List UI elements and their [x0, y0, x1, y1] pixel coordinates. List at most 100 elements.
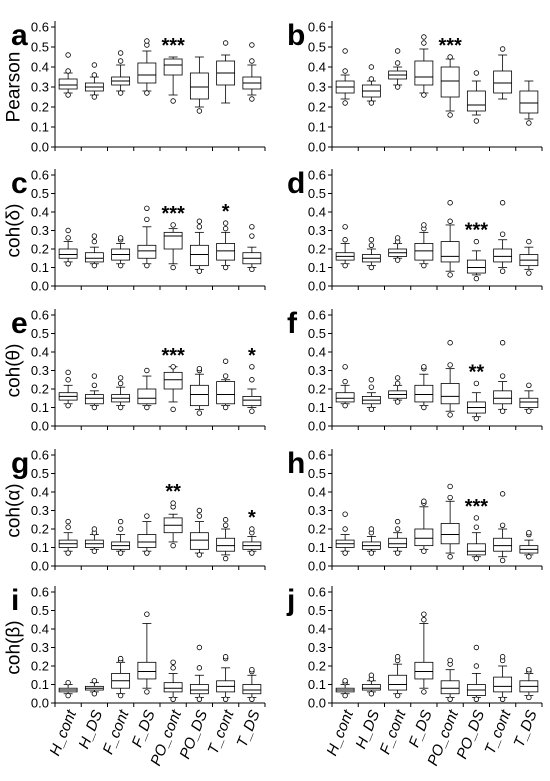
box-PO_cont-outlier-point	[447, 494, 453, 501]
box-H_DS-outlier-point	[368, 242, 375, 248]
box-H_DS-outlier-point	[368, 672, 375, 678]
y-tick-label: 0.3	[308, 503, 326, 518]
box-H_cont-outlier-point	[342, 678, 348, 684]
y-tick-label: 0.2	[31, 522, 49, 537]
panel-label: a	[11, 19, 28, 52]
box-H_DS-outlier-point	[91, 691, 98, 697]
y-tick-label: 0.0	[308, 696, 326, 711]
y-tick-label: 0.4	[308, 345, 326, 360]
box-H_DS-outlier-point	[91, 238, 98, 245]
y-tick-label: 0.3	[308, 223, 326, 238]
y-tick-label: 0.1	[31, 677, 49, 692]
y-tick-label: 0.6	[308, 308, 326, 323]
y-tick-label: 0.5	[31, 466, 49, 481]
box-PO_DS-outlier-point	[196, 696, 203, 702]
box-F_cont-outlier-point	[394, 84, 401, 90]
box-F_cont-outlier-point	[117, 90, 124, 96]
box-F_cont-outlier-point	[117, 550, 124, 556]
box-F_cont-outlier-point	[394, 654, 401, 660]
box-T_DS-outlier-point	[249, 667, 255, 673]
box-T_cont-outlier-point	[222, 220, 229, 226]
y-tick-label: 0.6	[31, 585, 49, 600]
box-H_cont-outlier-point	[65, 550, 71, 556]
box-H_DS-outlier-point	[91, 62, 98, 68]
box-F_cont-outlier-point	[394, 48, 401, 54]
box-T_cont-outlier-point	[222, 40, 229, 46]
y-tick-label: 0.6	[308, 448, 326, 463]
box-F_DS-iqr	[414, 243, 434, 261]
box-PO_cont-outlier-point	[447, 696, 453, 702]
box-H_cont-outlier-point	[342, 378, 348, 385]
box-T_cont-outlier-point	[499, 231, 506, 237]
box-PO_DS-outlier-point	[473, 515, 480, 521]
y-tick-label: 0.1	[31, 540, 49, 555]
box-T_DS-iqr	[242, 684, 262, 695]
y-tick-label: 0.2	[31, 382, 49, 397]
box-PO_DS-iqr	[466, 543, 486, 556]
box-H_cont-outlier-point	[342, 364, 348, 370]
box-T_cont-outlier-point	[222, 696, 229, 702]
y-tick-label: 0.0	[31, 419, 49, 434]
box-PO_DS-iqr	[189, 384, 209, 407]
box-H_cont-outlier-point	[342, 511, 348, 517]
panel-label: j	[286, 584, 295, 617]
y-tick-label: 0.3	[308, 363, 326, 378]
y-tick-label: 0.0	[308, 279, 326, 294]
box-T_cont-outlier-point	[222, 225, 229, 232]
box-PO_DS-outlier-point	[196, 644, 203, 651]
box-PO_cont-outlier-point	[447, 340, 453, 346]
box-T_cont-outlier-point	[499, 46, 506, 52]
box-H_DS-outlier-point	[368, 377, 375, 383]
y-tick-label: 0.4	[31, 345, 49, 360]
box-H_DS-outlier-point	[91, 94, 98, 100]
y-tick-label: 0.4	[31, 205, 49, 220]
box-H_DS-outlier-point	[368, 64, 375, 70]
box-F_DS-outlier-point	[144, 38, 150, 44]
box-T_cont-outlier-point	[499, 408, 506, 414]
y-axis-title: coh(β)	[4, 620, 25, 674]
box-T_cont-outlier-point	[499, 522, 506, 528]
box-PO_DS-outlier-point	[473, 696, 480, 702]
box-T_cont-iqr	[493, 248, 513, 263]
box-PO_cont-outlier-point	[447, 412, 453, 418]
y-tick-label: 0.6	[31, 308, 49, 323]
y-tick-label: 0.6	[31, 448, 49, 463]
box-T_cont-outlier-point	[222, 373, 229, 379]
box-H_cont-outlier-point	[65, 402, 71, 409]
panel-label: c	[11, 167, 28, 200]
box-PO_DS-iqr	[189, 244, 209, 267]
y-tick-label: 0.3	[31, 80, 49, 95]
box-PO_cont-iqr	[440, 66, 460, 98]
y-tick-label: 0.4	[31, 60, 49, 75]
box-T_cont-outlier-point	[499, 200, 506, 206]
y-tick-label: 0.6	[308, 168, 326, 183]
box-T_DS-outlier-point	[526, 530, 532, 536]
panel-label: b	[287, 19, 305, 52]
box-F_cont-outlier-point	[117, 692, 124, 699]
significance-marker: **	[469, 361, 485, 383]
y-tick-label: 0.4	[308, 205, 326, 220]
box-PO_cont-iqr	[163, 231, 183, 250]
y-tick-label: 0.6	[31, 20, 49, 35]
y-tick-label: 0.3	[308, 640, 326, 655]
y-tick-label: 0.2	[31, 659, 49, 674]
box-H_DS-outlier-point	[368, 384, 375, 390]
box-PO_DS-outlier-point	[196, 410, 203, 416]
box-F_DS-iqr	[414, 528, 434, 547]
box-H_cont-outlier-point	[342, 262, 348, 269]
box-H_DS-iqr	[361, 684, 381, 691]
box-H_DS-outlier-point	[91, 233, 98, 239]
box-T_DS-iqr	[242, 395, 262, 407]
box-PO_cont-outlier-point	[170, 364, 176, 370]
box-PO_DS-outlier-point	[196, 365, 203, 372]
y-tick-label: 0.1	[308, 120, 326, 135]
box-T_DS-outlier-point	[249, 408, 255, 414]
box-H_cont-outlier-point	[342, 100, 348, 106]
box-PO_DS-outlier-point	[196, 108, 203, 114]
box-PO_cont-outlier-point	[447, 362, 453, 368]
box-T_cont-outlier-point	[499, 491, 506, 497]
y-tick-label: 0.2	[31, 242, 49, 257]
box-F_cont-outlier-point	[117, 380, 124, 387]
box-T_DS-outlier-point	[249, 377, 255, 383]
box-T_DS-outlier-point	[249, 58, 255, 64]
